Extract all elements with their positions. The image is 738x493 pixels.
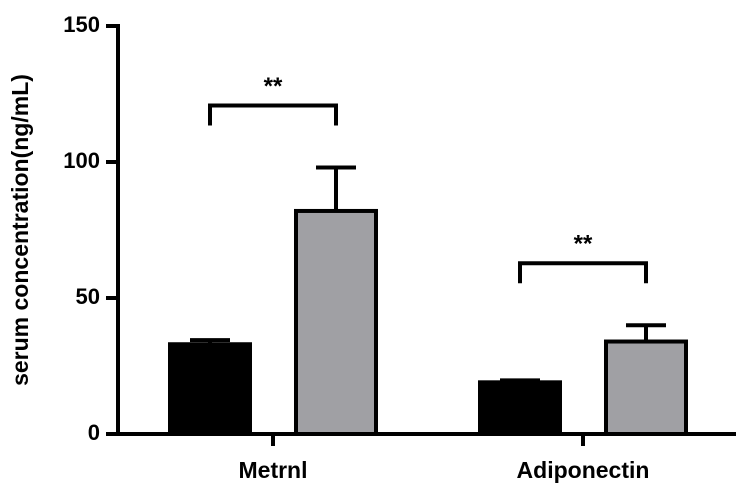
bar — [168, 342, 252, 436]
significance-label: ** — [264, 73, 283, 100]
y-tick-label: 0 — [88, 420, 100, 445]
significance-bracket — [208, 103, 338, 126]
x-tick-label: Adiponectin — [517, 457, 650, 483]
x-tick-label: Metrnl — [239, 457, 308, 483]
bar — [478, 380, 562, 437]
error-bar — [316, 165, 356, 211]
y-tick-label: 150 — [63, 12, 100, 37]
bar — [604, 339, 688, 436]
y-tick-label: 50 — [76, 284, 100, 309]
bar — [294, 208, 378, 436]
significance-bracket — [518, 261, 648, 284]
significance-label: ** — [574, 231, 593, 258]
error-bar — [626, 323, 666, 342]
y-tick-label: 100 — [63, 148, 100, 173]
y-axis-label: serum concentration(ng/mL) — [7, 74, 33, 386]
